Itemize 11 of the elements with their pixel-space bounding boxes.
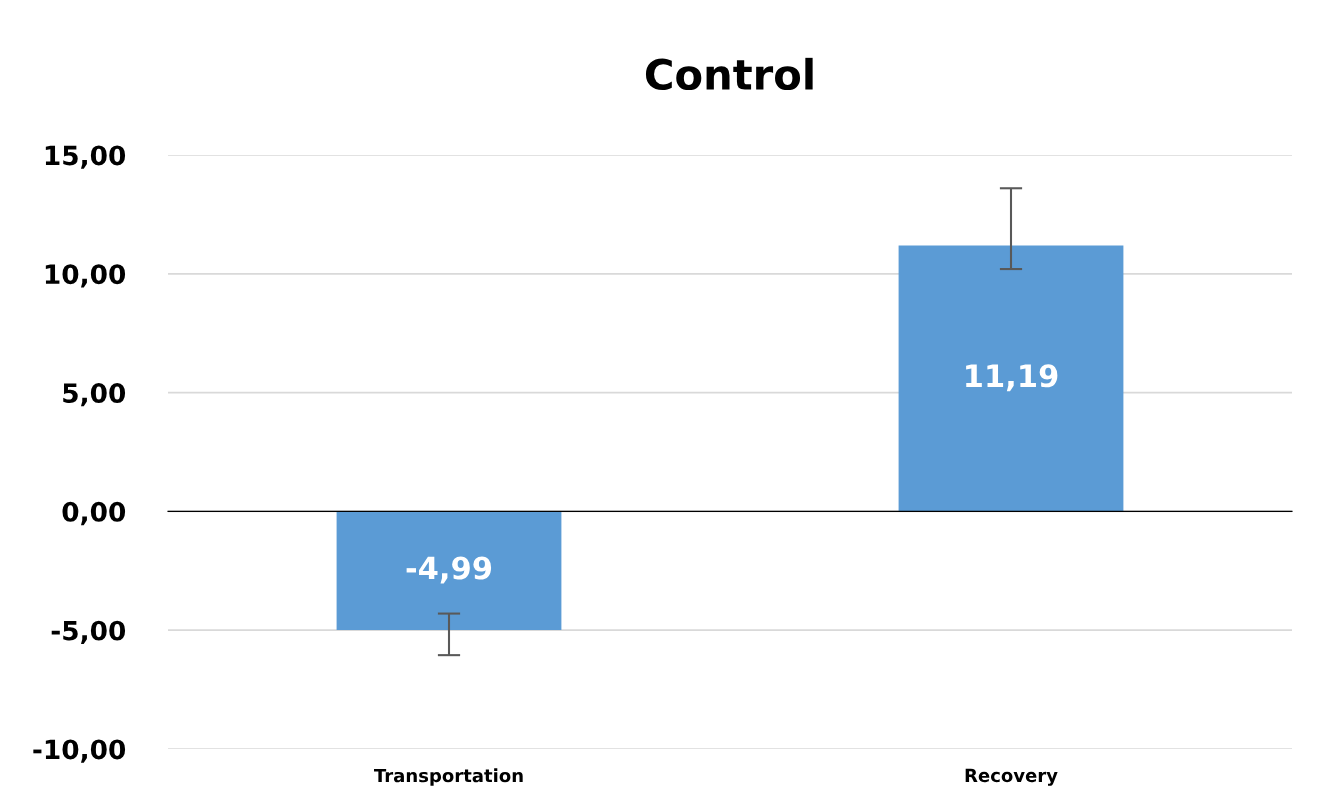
- data-label: 11,19: [966, 364, 1058, 392]
- y-tick-label: 10,00: [45, 264, 126, 288]
- x-tick-label: Transportation: [374, 768, 523, 786]
- y-tick-label: -5,00: [51, 620, 126, 644]
- y-tick-label: 5,00: [63, 383, 126, 407]
- chart-title: Control: [645, 57, 813, 91]
- data-label: -4,99: [406, 556, 492, 584]
- x-tick-label: Recovery: [965, 768, 1058, 786]
- y-tick-label: 15,00: [45, 145, 126, 169]
- y-tick-label: -10,00: [33, 739, 126, 763]
- y-tick-label: 0,00: [62, 501, 126, 526]
